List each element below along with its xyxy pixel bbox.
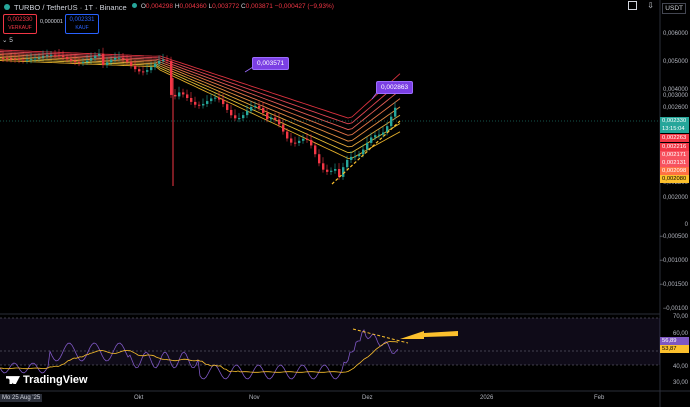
sell-button[interactable]: 0,002330 VERKAUF	[3, 14, 37, 34]
ema-price-label: 0,002098	[660, 167, 689, 175]
price-tick: 0	[684, 222, 688, 228]
price-tick: −0,001500	[659, 282, 688, 288]
screenshot-icon[interactable]	[628, 1, 638, 11]
ohlc-readout: O0,004298 H0,004360 L0,003772 C0,003871 …	[132, 3, 334, 10]
price-tick: 0,002000	[662, 195, 688, 201]
ohlc-l-val: 0,003772	[212, 3, 240, 10]
header-icons: ⇩	[628, 1, 654, 11]
ema-price-label: 0,002263	[660, 134, 689, 142]
sell-price: 0,002330	[7, 17, 33, 23]
rsi-tick: 70,00	[672, 314, 688, 320]
indicator-legend[interactable]: ⌄ 5	[2, 36, 13, 44]
rsi-line	[0, 329, 399, 380]
tradingview-wordmark: TradingView	[23, 374, 88, 386]
time-tick: Nov	[249, 395, 260, 401]
price-tick: 0,003000	[662, 93, 688, 99]
rsi-tick: 40,00	[672, 364, 688, 370]
ohlc-l-key: L	[208, 3, 213, 10]
candlesticks	[2, 47, 397, 180]
date-cursor-label: Mo 25 Aug '25	[0, 394, 43, 402]
price-tick: −0,00100	[662, 306, 688, 312]
price-tick: 0,006000	[662, 31, 688, 37]
currency-label[interactable]: USDT	[662, 3, 686, 14]
ohlc-c-val: 0,003871	[245, 3, 273, 10]
time-tick: Okt	[134, 395, 144, 401]
trendline[interactable]	[331, 120, 401, 185]
rsi-ma-value-label: 53,87	[660, 345, 689, 353]
time-tick: Feb	[594, 395, 605, 401]
ohlc-h-val: 0,004360	[179, 3, 207, 10]
price-callout[interactable]: 0,002863	[376, 81, 414, 94]
price-tick: 0,002200	[662, 180, 688, 186]
time-tick: Dez	[362, 395, 373, 401]
ohlc-o-val: 0,004298	[145, 3, 173, 10]
rsi-tick: 60,00	[672, 331, 688, 337]
ohlc-h-key: H	[174, 3, 180, 10]
collapse-chevron-icon[interactable]: ⌄	[2, 37, 8, 44]
price-tick: 0,005000	[662, 59, 688, 65]
ema-price-label: 0,002131	[660, 159, 689, 167]
tradingview-icon	[6, 376, 20, 385]
sell-label: VERKAUF	[8, 25, 32, 31]
ema-price-label: 0,002216	[660, 143, 689, 151]
tradingview-logo[interactable]: TradingView	[6, 374, 88, 386]
current-price-label: 0,002330	[660, 117, 689, 125]
countdown-label: 13:15:04	[660, 125, 689, 133]
rsi-value-label: 56,89	[660, 337, 689, 345]
arrow-annotation[interactable]	[400, 331, 458, 339]
ohlc-o-key: O	[140, 3, 146, 10]
price-callout[interactable]: 0,003571	[252, 57, 290, 70]
rsi-tick: 30,00	[672, 380, 688, 386]
price-tick: 0,004000	[662, 87, 688, 93]
scroll-down-icon[interactable]: ⇩	[647, 1, 654, 11]
symbol-title[interactable]: TURBO / TetherUS · 1T · Binance	[14, 3, 127, 12]
indicator-count: 5	[9, 37, 13, 44]
buy-label: KAUF	[75, 25, 89, 31]
buy-price: 0,002331	[69, 17, 95, 23]
ema-price-label: 0,002080	[660, 175, 689, 183]
buy-button[interactable]: 0,002331 KAUF	[65, 14, 99, 34]
market-status-dot	[4, 4, 10, 10]
spread-value: 0,000001	[40, 19, 63, 25]
ohlc-change: −0,000427 (−9,93%)	[274, 3, 334, 10]
price-tick: −0,000500	[659, 234, 688, 240]
time-tick: 2026	[480, 395, 494, 401]
price-tick: 0,002600	[662, 105, 688, 111]
live-icon	[132, 3, 137, 8]
price-tick: −0,001000	[659, 258, 688, 264]
ema-price-label: 0,002171	[660, 151, 689, 159]
ohlc-c-key: C	[241, 3, 246, 10]
rsi-trendline[interactable]	[352, 328, 409, 344]
rsi-band	[0, 318, 660, 365]
ema-ribbon	[0, 49, 401, 159]
rsi-ma-line	[0, 341, 399, 373]
